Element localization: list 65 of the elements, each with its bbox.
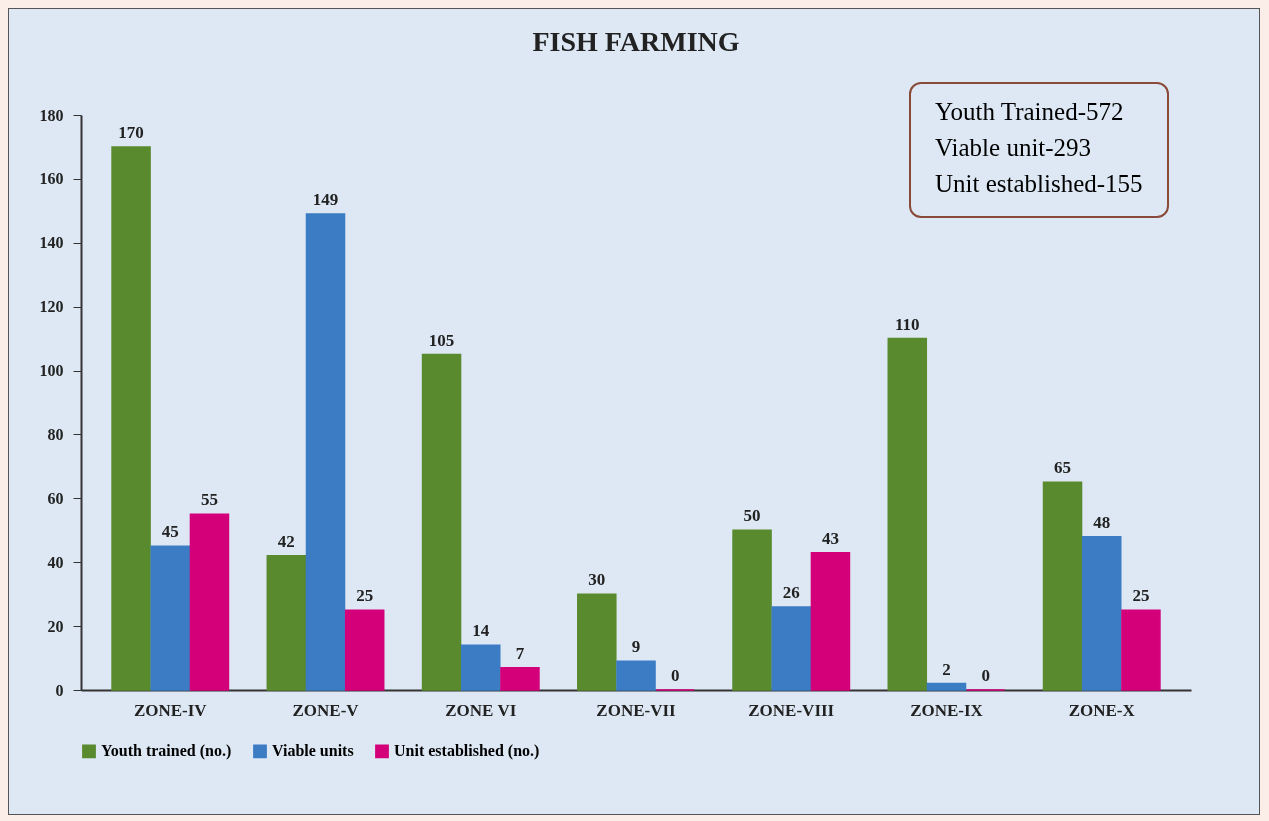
y-tick-label: 80 <box>47 425 64 443</box>
y-tick-label: 160 <box>39 170 64 188</box>
bar <box>305 213 346 691</box>
bar <box>732 529 772 691</box>
bar <box>577 593 617 691</box>
bar <box>150 545 191 691</box>
y-tick-label: 0 <box>55 681 64 699</box>
y-tick-label: 140 <box>39 234 64 252</box>
data-label: 0 <box>670 666 680 685</box>
y-tick-label: 180 <box>39 106 64 124</box>
data-label: 30 <box>588 570 606 590</box>
bar <box>344 609 385 691</box>
y-tick-label: 100 <box>39 362 64 380</box>
data-label: 50 <box>743 506 761 526</box>
data-label: 65 <box>1054 458 1072 478</box>
bar <box>500 666 540 691</box>
annotation: Viable unit-293 <box>935 133 1093 163</box>
bar <box>616 660 656 691</box>
data-label: 110 <box>895 314 920 334</box>
y-tick-label: 20 <box>47 617 64 635</box>
bar <box>810 551 851 691</box>
data-label: 0 <box>981 666 990 685</box>
bar <box>460 644 501 691</box>
y-tick-label: 40 <box>47 553 64 571</box>
legend-label: Viable units <box>272 742 354 760</box>
bar <box>189 513 230 691</box>
data-label: 2 <box>942 659 951 679</box>
data-label: 26 <box>782 582 800 602</box>
data-label: 55 <box>200 490 218 510</box>
data-label: 105 <box>428 330 455 350</box>
legend-label: Unit established (no.) <box>394 742 540 761</box>
x-tick-label: ZONE-X <box>1068 700 1136 720</box>
data-label: 42 <box>277 531 295 551</box>
bar <box>266 555 307 691</box>
data-label: 7 <box>515 643 525 663</box>
data-label: 170 <box>118 122 144 142</box>
annotation: Unit established-155 <box>935 169 1143 199</box>
bar <box>421 353 462 691</box>
y-tick-label: 120 <box>39 298 64 316</box>
data-label: 25 <box>356 586 374 606</box>
bar <box>926 682 967 691</box>
bar <box>1042 481 1083 691</box>
legend-label: Youth trained (no.) <box>101 742 232 761</box>
x-tick-label: ZONE-IX <box>910 700 984 720</box>
data-label: 14 <box>472 621 490 641</box>
data-label: 45 <box>161 522 179 542</box>
bar <box>1081 535 1122 691</box>
data-label: 48 <box>1093 512 1111 532</box>
data-label: 43 <box>821 528 839 548</box>
annotation: Youth Trained-572 <box>935 97 1125 127</box>
x-tick-label: ZONE VI <box>445 700 517 720</box>
data-label: 149 <box>312 190 339 210</box>
x-tick-label: ZONE-V <box>292 700 360 720</box>
bar <box>111 146 151 691</box>
data-label: 25 <box>1132 586 1150 606</box>
y-tick-label: 60 <box>47 489 64 507</box>
x-tick-label: ZONE-IV <box>133 700 208 720</box>
data-label: 9 <box>631 637 641 657</box>
bar <box>887 337 928 691</box>
bar <box>1121 609 1161 691</box>
chart-title: FISH FARMING <box>532 26 740 57</box>
bar <box>771 606 812 691</box>
note-box: Youth Trained-572 Viable unit-293 Unit established-155 <box>909 82 1169 218</box>
x-tick-label: ZONE-VIII <box>748 700 835 720</box>
x-tick-label: ZONE-VII <box>596 700 677 720</box>
